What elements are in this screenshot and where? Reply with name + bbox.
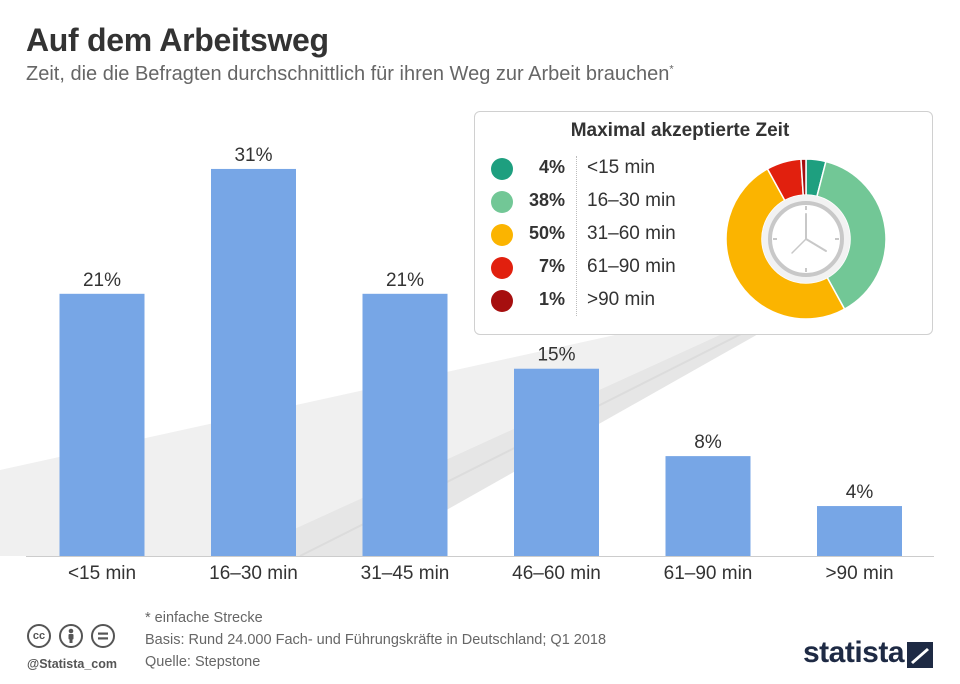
- legend-value: 4%: [538, 157, 565, 177]
- cc-icon: cc: [27, 624, 51, 648]
- legend-label: 61–90 min: [587, 256, 676, 277]
- category-label: 46–60 min: [512, 563, 601, 584]
- inset-title: Maximal akzeptierte Zeit: [570, 120, 790, 141]
- legend-item: 1% >90 min: [475, 286, 735, 316]
- subtitle-footnote-mark: *: [669, 63, 674, 76]
- bar-value-label: 21%: [83, 270, 121, 291]
- legend-divider: [576, 156, 578, 316]
- category-label: 31–45 min: [361, 563, 450, 584]
- bar-value-label: 8%: [694, 432, 722, 453]
- legend-label: >90 min: [587, 289, 656, 310]
- bar: [817, 506, 902, 556]
- bar-value-label: 4%: [846, 482, 874, 503]
- legend-swatch: [491, 158, 513, 180]
- donut-chart: [725, 158, 887, 320]
- inset-panel: Maximal akzeptierte Zeit 4% <15 min 38% …: [474, 111, 933, 335]
- chart-title: Auf dem Arbeitsweg: [26, 22, 329, 58]
- legend-value: 1%: [538, 289, 565, 309]
- legend-label: <15 min: [587, 157, 656, 178]
- bar-value-label: 21%: [386, 270, 424, 291]
- chart-subtitle: Zeit, die die Befragten durchschnittlich…: [26, 63, 674, 86]
- bar: [211, 168, 296, 556]
- bar: [514, 368, 599, 556]
- legend-item: 38% 16–30 min: [475, 187, 735, 217]
- legend-value: 7%: [538, 256, 565, 276]
- footer-notes: * einfache Strecke Basis: Rund 24.000 Fa…: [145, 607, 606, 673]
- legend-value: 50%: [528, 223, 565, 243]
- basis-note: Basis: Rund 24.000 Fach- und Führungskrä…: [145, 632, 607, 648]
- footnote: * einfache Strecke: [145, 610, 263, 626]
- legend-item: 4% <15 min: [475, 154, 735, 184]
- legend-swatch: [491, 224, 513, 246]
- bar: [665, 456, 751, 556]
- category-label: <15 min: [68, 563, 136, 584]
- by-icon: [59, 624, 83, 648]
- statista-logo[interactable]: statista: [803, 636, 933, 670]
- legend-label: 31–60 min: [587, 223, 676, 244]
- legend-swatch: [491, 191, 513, 213]
- legend-label: 16–30 min: [587, 190, 676, 211]
- bar: [362, 293, 448, 556]
- legend-swatch: [491, 290, 513, 312]
- legend-value: 38%: [528, 190, 565, 210]
- category-label: >90 min: [825, 563, 893, 584]
- bar-value-label: 31%: [234, 145, 272, 166]
- source-note: Quelle: Stepstone: [145, 654, 261, 670]
- bar: [59, 293, 145, 556]
- brand-text: statista: [803, 636, 905, 669]
- brand-mark-icon: [907, 642, 933, 668]
- nd-icon: [91, 624, 115, 648]
- category-label: 61–90 min: [664, 563, 753, 584]
- legend-item: 50% 31–60 min: [475, 220, 735, 250]
- statista-handle: @Statista_com: [27, 657, 117, 671]
- category-label: 16–30 min: [209, 563, 298, 584]
- bar-value-label: 15%: [537, 345, 575, 366]
- clock-icon: [762, 195, 850, 283]
- subtitle-text: Zeit, die die Befragten durchschnittlich…: [26, 63, 670, 85]
- legend-swatch: [491, 257, 513, 279]
- legend-item: 7% 61–90 min: [475, 253, 735, 283]
